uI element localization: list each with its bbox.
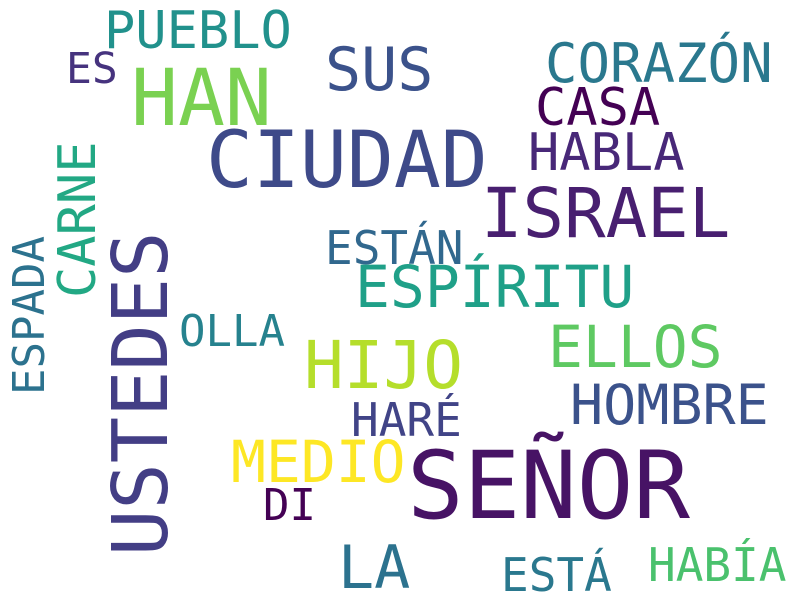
word-hare: HARÉ (351, 393, 462, 447)
word-es: ES (66, 44, 118, 94)
word-ustedes: USTEDES (97, 231, 186, 556)
word-di: DI (263, 480, 316, 531)
word-hombre: HOMBRE (570, 373, 769, 437)
word-la: LA (338, 533, 411, 600)
word-pueblo: PUEBLO (104, 1, 292, 61)
word-habia: HABÍA (648, 538, 787, 592)
word-ciudad: CIUDAD (206, 116, 488, 206)
word-olla: OLLA (179, 306, 285, 357)
word-sus: SUS (325, 35, 434, 105)
word-estan: ESTÁN (325, 221, 464, 275)
word-senor: SEÑOR (407, 432, 690, 541)
word-esta: ESTÁ (501, 548, 612, 600)
word-espiritu: ESPÍRITU (355, 253, 635, 321)
word-han: HAN (131, 54, 272, 144)
word-espada: ESPADA (4, 236, 55, 395)
word-casa: CASA (535, 78, 661, 138)
word-ellos: ELLOS (548, 313, 723, 381)
word-corazon: CORAZÓN (545, 32, 773, 95)
word-habla: HABLA (528, 123, 685, 183)
word-medio: MEDIO (231, 428, 406, 496)
word-israel: ISRAEL (481, 174, 731, 254)
word-hijo: HIJO (304, 327, 463, 404)
